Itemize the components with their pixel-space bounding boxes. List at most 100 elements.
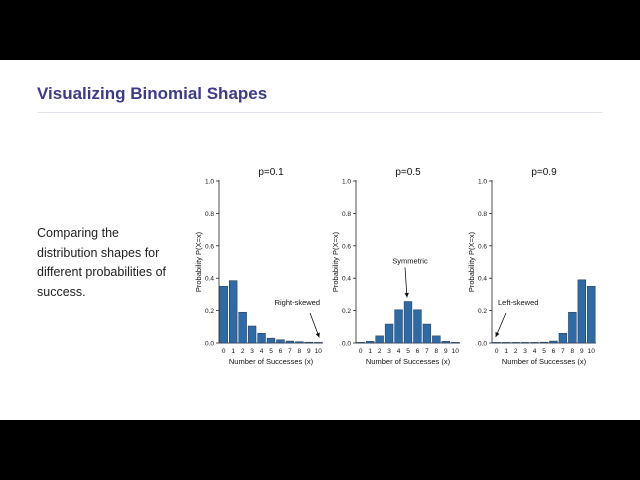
y-tick-label: 1.0 (342, 179, 351, 186)
bar (285, 340, 295, 344)
x-tick-label: 6 (552, 348, 556, 355)
bar (422, 323, 432, 344)
x-tick-label: 10 (315, 348, 323, 355)
x-tick-label: 1 (368, 348, 372, 355)
y-tick-label: 0.6 (205, 243, 214, 250)
bar (375, 335, 384, 344)
annotation-arrow-shaft (404, 267, 408, 298)
bar (587, 286, 596, 344)
title-divider (37, 112, 603, 113)
bar (314, 342, 323, 344)
bar (219, 286, 228, 344)
bar (247, 325, 257, 344)
bar (276, 339, 285, 344)
bar (568, 311, 577, 344)
chart-title: p=0.9 (531, 167, 557, 178)
bar (403, 301, 413, 344)
chart-title: p=0.5 (395, 167, 421, 178)
bar (577, 279, 586, 344)
bar (530, 342, 539, 344)
annotation-arrow-head (495, 331, 500, 337)
bar (413, 309, 422, 344)
bar (257, 333, 266, 344)
x-tick-label: 0 (222, 348, 226, 355)
x-axis-label: Number of Successes (x) (229, 357, 314, 366)
bar (394, 309, 403, 344)
x-tick-label: 8 (298, 348, 302, 355)
y-tick-label: 0.2 (205, 308, 214, 315)
y-axis-label: Probability P(X=x) (194, 231, 203, 292)
bar (558, 333, 568, 344)
slide-description: Comparing the distribution shapes for di… (37, 226, 167, 299)
x-tick-label: 8 (571, 348, 575, 355)
x-tick-label: 9 (307, 348, 311, 355)
x-tick-label: 7 (288, 348, 292, 355)
x-tick-label: 3 (523, 348, 527, 355)
x-axis-label: Number of Successes (x) (502, 357, 587, 366)
bar (356, 342, 365, 344)
x-tick-label: 10 (588, 348, 596, 355)
binomial-chart-p01: p=0.1 0.0 0.2 0.4 0.6 0.8 1.0 0 1 2 3 4 5 6 7 8 9 10Numbe… (194, 167, 323, 366)
y-tick-label: 0.2 (342, 308, 351, 315)
x-tick-label: 5 (406, 348, 410, 355)
x-tick-label: 0 (359, 348, 363, 355)
x-tick-label: 5 (542, 348, 546, 355)
y-tick-label: 0.4 (342, 276, 351, 283)
x-axis-label: Number of Successes (x) (366, 357, 451, 366)
chart-title: p=0.1 (258, 167, 284, 178)
bar (451, 342, 460, 344)
y-tick-label: 1.0 (478, 179, 487, 186)
x-tick-label: 6 (279, 348, 283, 355)
bar (549, 340, 558, 344)
x-tick-label: 9 (580, 348, 584, 355)
y-tick-label: 0.8 (342, 211, 351, 218)
x-tick-label: 3 (387, 348, 391, 355)
y-tick-label: 0.4 (478, 276, 487, 283)
y-axis-label: Probability P(X=x) (331, 231, 340, 292)
y-tick-label: 1.0 (205, 179, 214, 186)
y-tick-label: 0.4 (205, 276, 214, 283)
annotation-label: Symmetric (392, 257, 428, 266)
bar (441, 341, 450, 344)
x-tick-label: 9 (444, 348, 448, 355)
bar (492, 342, 501, 344)
binomial-chart-p05: p=0.5 0.0 0.2 0.4 0.6 0.8 1.0 0 1 2 3 4 5 6 7 8 9 10Numbe… (331, 167, 460, 366)
bar (295, 341, 304, 344)
x-tick-label: 2 (241, 348, 245, 355)
x-tick-label: 2 (378, 348, 382, 355)
x-tick-label: 4 (397, 348, 401, 355)
x-tick-label: 7 (561, 348, 565, 355)
bar (539, 341, 549, 344)
bar (502, 342, 511, 344)
x-tick-label: 1 (504, 348, 508, 355)
x-tick-label: 5 (269, 348, 273, 355)
annotation-arrow-head (404, 292, 409, 298)
x-tick-label: 8 (435, 348, 439, 355)
x-tick-label: 4 (533, 348, 537, 355)
y-tick-label: 0.0 (478, 341, 487, 348)
slide: Visualizing Binomial Shapes Comparing th… (0, 60, 640, 420)
bar (266, 337, 276, 344)
bar (520, 342, 530, 344)
x-tick-label: 4 (260, 348, 264, 355)
y-axis-label: Probability P(X=x) (467, 231, 476, 292)
bar (432, 335, 441, 344)
x-tick-label: 7 (425, 348, 429, 355)
bar (384, 323, 394, 344)
y-tick-label: 0.6 (342, 243, 351, 250)
annotation-label: Right-skewed (275, 298, 320, 307)
y-tick-label: 0.6 (478, 243, 487, 250)
bar (511, 342, 520, 344)
x-tick-label: 3 (250, 348, 254, 355)
y-tick-label: 0.0 (205, 341, 214, 348)
bar (304, 341, 313, 344)
y-tick-label: 0.0 (342, 341, 351, 348)
y-tick-label: 0.2 (478, 308, 487, 315)
y-tick-label: 0.8 (478, 211, 487, 218)
x-tick-label: 10 (452, 348, 460, 355)
bar (229, 280, 238, 344)
bar (366, 341, 375, 344)
x-tick-label: 0 (495, 348, 499, 355)
binomial-chart-p09: p=0.9 0.0 0.2 0.4 0.6 0.8 1.0 0 1 2 3 4 5 6 7 8 9 10Numbe… (467, 167, 596, 366)
slide-title: Visualizing Binomial Shapes (37, 84, 268, 103)
